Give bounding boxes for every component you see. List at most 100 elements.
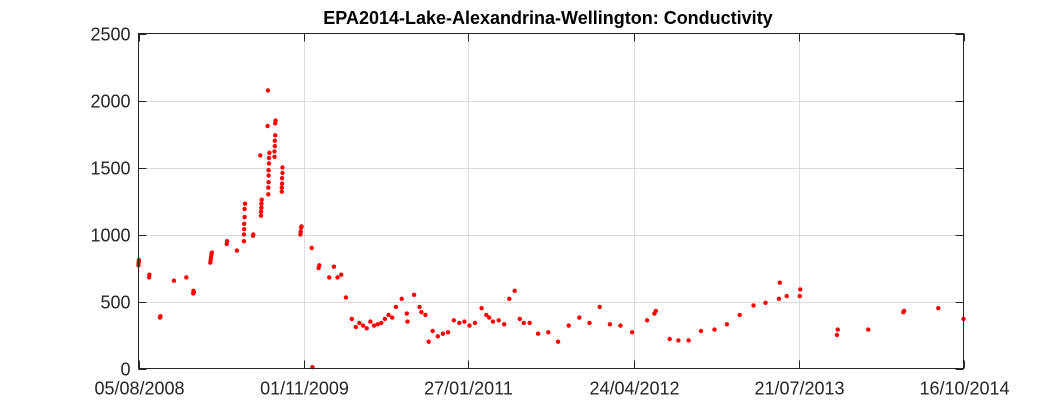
x-axis-tick-labels: 05/08/2008 01/11/2009 27/01/2011 24/04/2012… [94,379,1009,399]
data-point [266,168,271,173]
data-point [546,330,551,335]
data-point [517,316,522,322]
data-point [242,226,247,232]
data-point [607,322,613,327]
y-tick-label: 0 [120,360,130,380]
data-point [566,323,571,328]
data-point [712,327,717,332]
x-tick-label: 24/04/2012 [589,379,679,399]
x-tick-label: 05/08/2008 [94,379,184,399]
data-point [686,338,691,343]
data-point [502,322,507,327]
data-point [331,264,337,269]
data-point [272,143,277,149]
data-point [653,308,658,314]
data-point [936,306,941,311]
data-point [423,312,428,318]
data-point [224,239,230,244]
data-points [136,88,966,370]
data-point [382,316,388,322]
data-point [343,295,349,300]
data-point [404,311,409,316]
data-point [618,323,623,328]
y-axis-tick-labels: 0 500 1000 1500 2000 2500 [90,25,130,380]
y-tick-label: 2000 [90,92,130,112]
data-point [597,304,602,310]
data-point [258,209,264,214]
data-point [487,315,492,320]
data-point [507,296,512,301]
data-point [266,173,271,178]
data-point [335,275,340,280]
data-point [393,304,399,310]
data-point [555,339,561,344]
data-point [763,300,768,305]
data-point [279,181,285,186]
data-point [273,133,278,138]
data-point [241,239,247,244]
data-point [490,319,496,324]
data-point [266,180,271,185]
data-point [272,154,277,159]
data-point [676,338,681,343]
data-point [535,331,541,336]
data-point [386,312,391,318]
data-point [279,189,284,194]
data-point [417,304,422,310]
data-point [737,312,742,318]
data-point [457,320,462,326]
data-point [349,316,354,322]
data-point [209,250,214,255]
data-point [266,185,271,190]
data-point [309,245,314,251]
data-point [272,149,277,154]
y-tick-label: 500 [100,293,130,313]
data-point [866,327,871,332]
data-point [451,318,456,323]
data-point [266,161,272,166]
data-point [834,332,840,338]
data-point [426,339,431,344]
data-point [644,318,650,323]
data-point [242,214,247,220]
data-point [353,324,358,330]
data-point [241,232,247,237]
data-point [512,288,517,293]
data-point [445,330,451,335]
data-point [411,292,417,297]
data-point [375,322,380,327]
data-point [357,320,362,326]
data-point [667,336,672,342]
x-tick-label: 21/07/2013 [754,379,844,399]
x-tick-label: 01/11/2009 [260,379,349,399]
data-point [339,272,344,277]
data-point [399,296,404,301]
data-point [784,293,789,299]
data-point [234,248,240,253]
data-point [751,303,756,308]
data-point [184,275,189,280]
data-point [364,326,369,331]
data-point [379,320,384,326]
data-point [360,323,366,328]
data-point [258,153,263,158]
data-point [259,201,264,206]
data-point [435,334,440,339]
data-point [259,197,264,202]
data-point [191,289,197,295]
axis-ticks [138,33,965,370]
data-point [298,229,303,234]
data-point [251,232,256,237]
data-point [266,155,272,161]
data-point [265,123,270,129]
data-point [527,320,532,326]
data-point [479,306,484,311]
x-tick-label: 16/10/2014 [919,379,1009,399]
data-point [629,330,635,335]
data-point [521,320,526,326]
data-point [279,185,284,190]
data-point [265,88,271,93]
data-point [279,176,285,181]
data-point [368,319,373,324]
data-point [430,328,435,334]
